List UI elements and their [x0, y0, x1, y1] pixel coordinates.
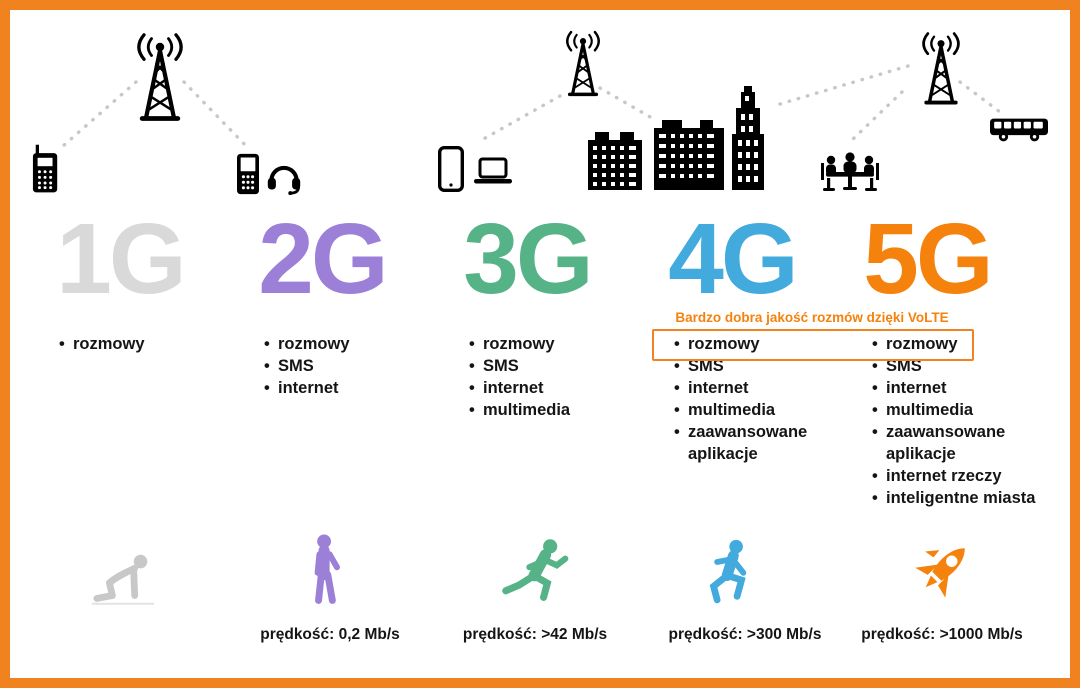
feature-list-1g: rozmowy	[58, 333, 210, 355]
laptop-icon	[472, 156, 514, 186]
cell-tower-icon	[118, 32, 202, 126]
feature-list-3g: rozmowySMSinternetmultimedia	[468, 333, 620, 421]
volte-highlight-box	[652, 329, 974, 361]
generation-label-2g: 2G	[258, 203, 388, 315]
generation-label-1g: 1G	[56, 203, 186, 315]
city-buildings-icon	[586, 86, 764, 190]
vintage-phone-icon	[32, 144, 60, 194]
rocket-icon	[906, 536, 978, 606]
feature-item: multimedia	[871, 399, 1049, 421]
feature-item: rozmowy	[58, 333, 210, 355]
feature-item: multimedia	[468, 399, 620, 421]
feature-item: internet	[673, 377, 825, 399]
feature-item: rozmowy	[263, 333, 415, 355]
feature-item: internet	[871, 377, 1049, 399]
crawling-person-icon	[90, 550, 158, 608]
feature-item: rozmowy	[673, 333, 825, 355]
feature-item: SMS	[673, 355, 825, 377]
cell-tower-icon	[910, 28, 972, 112]
feature-item: internet	[468, 377, 620, 399]
generation-label-4g: 4G	[668, 203, 798, 315]
feature-item: zaawansowane aplikacje	[871, 421, 1049, 465]
feature-item: inteligentne miasta	[871, 487, 1049, 509]
feature-item: multimedia	[673, 399, 825, 421]
feature-item: SMS	[871, 355, 1049, 377]
smartphone-icon	[438, 146, 464, 192]
feature-item: SMS	[263, 355, 415, 377]
volte-note: Bardzo dobra jakość rozmów dzięki VoLTE	[675, 310, 949, 325]
feature-phone-icon	[237, 153, 259, 195]
feature-item: SMS	[468, 355, 620, 377]
feature-list-2g: rozmowySMSinternet	[263, 333, 415, 399]
speed-label-4g: prędkość: >300 Mb/s	[668, 626, 822, 643]
bus-icon	[990, 116, 1048, 144]
feature-item: internet rzeczy	[871, 465, 1049, 487]
walking-person-icon	[306, 534, 344, 606]
generation-label-3g: 3G	[463, 203, 593, 315]
feature-item: zaawansowane aplikacje	[673, 421, 825, 465]
sprinting-person-icon	[700, 536, 756, 606]
feature-item: rozmowy	[871, 333, 1049, 355]
meeting-people-icon	[820, 150, 880, 194]
speed-label-5g: prędkość: >1000 Mb/s	[861, 626, 1023, 643]
feature-item: rozmowy	[468, 333, 620, 355]
feature-list-4g: rozmowySMSinternetmultimediazaawansowane…	[673, 333, 825, 465]
speed-label-2g: prędkość: 0,2 Mb/s	[260, 626, 400, 643]
cell-tower-icon	[551, 30, 615, 100]
speed-label-3g: prędkość: >42 Mb/s	[462, 626, 608, 643]
feature-item: internet	[263, 377, 415, 399]
generation-label-5g: 5G	[863, 203, 993, 315]
running-person-icon	[502, 536, 570, 604]
headphones-icon	[266, 157, 302, 195]
feature-list-5g: rozmowySMSinternetmultimediazaawansowane…	[871, 333, 1049, 509]
